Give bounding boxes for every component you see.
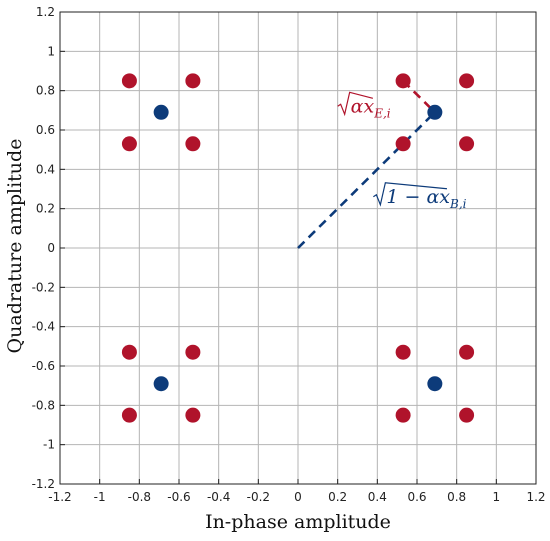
red-symbol-point — [395, 344, 411, 360]
x-tick-label: -0.4 — [207, 490, 230, 504]
red-symbol-point — [185, 344, 201, 360]
red-symbol-point — [185, 136, 201, 152]
red-symbol-point — [121, 407, 137, 423]
y-tick-label: -0.4 — [32, 320, 55, 334]
x-tick-label: 0.2 — [328, 490, 347, 504]
x-tick-label: -0.6 — [167, 490, 190, 504]
red-symbol-point — [121, 344, 137, 360]
y-tick-label: -0.8 — [32, 398, 55, 412]
red-symbol-point — [395, 407, 411, 423]
red-symbol-point — [459, 407, 475, 423]
x-tick-label: -0.8 — [128, 490, 151, 504]
x-tick-label: -1 — [94, 490, 106, 504]
blue-symbol-point — [153, 104, 169, 120]
amplitude-vector — [297, 111, 436, 249]
tick-labels: -1.2 -1 -0.8 -0.6 -0.4 -0.2 0 0.2 0.4 0.6 0.8 1 1.2 -… — [32, 5, 546, 504]
red-symbol-point — [459, 73, 475, 89]
x-tick-label: 0.8 — [447, 490, 466, 504]
grid — [60, 12, 536, 484]
x-tick-label: 0.4 — [368, 490, 387, 504]
y-tick-label: 1.2 — [36, 5, 55, 19]
blue-symbol-point — [427, 376, 443, 392]
red-symbol-point — [395, 136, 411, 152]
red-symbol-point — [121, 136, 137, 152]
y-tick-label: 0.6 — [36, 123, 55, 137]
x-tick-label: 1 — [493, 490, 501, 504]
y-tick-label: 0.4 — [36, 162, 55, 176]
blue-symbol-point — [153, 376, 169, 392]
y-axis-label: Quadrature amplitude — [4, 139, 26, 354]
x-tick-label: -1.2 — [48, 490, 71, 504]
y-tick-label: 0.2 — [36, 202, 55, 216]
red-symbol-point — [459, 136, 475, 152]
x-axis-label: In-phase amplitude — [205, 511, 391, 533]
red-symbol-point — [185, 73, 201, 89]
red-symbol-point — [395, 73, 411, 89]
bob-amplitude-annotation: 1 − αxB,i — [373, 182, 467, 211]
x-tick-label: 0.6 — [407, 490, 426, 504]
constellation-points — [121, 73, 475, 423]
blue-symbol-point — [427, 104, 443, 120]
x-tick-label: 1.2 — [526, 490, 545, 504]
red-symbol-point — [185, 407, 201, 423]
y-tick-label: -0.6 — [32, 359, 55, 373]
y-tick-label: 0 — [47, 241, 55, 255]
y-tick-label: -0.2 — [32, 280, 55, 294]
x-tick-label: 0 — [294, 490, 302, 504]
annotations: αxE,i 1 − αxB,i — [337, 91, 467, 211]
y-tick-label: 0.8 — [36, 84, 55, 98]
y-tick-label: -1.2 — [32, 477, 55, 491]
y-tick-label: -1 — [43, 438, 55, 452]
red-symbol-point — [121, 73, 137, 89]
red-symbol-point — [459, 344, 475, 360]
annotation-text: 1 − αxB,i — [386, 186, 466, 211]
radical-sign — [337, 91, 374, 117]
radical-sign — [373, 182, 448, 207]
y-tick-label: 1 — [47, 44, 55, 58]
x-tick-label: -0.2 — [247, 490, 270, 504]
eve-amplitude-annotation: αxE,i — [337, 91, 391, 120]
annotation-text: αxE,i — [351, 95, 391, 120]
